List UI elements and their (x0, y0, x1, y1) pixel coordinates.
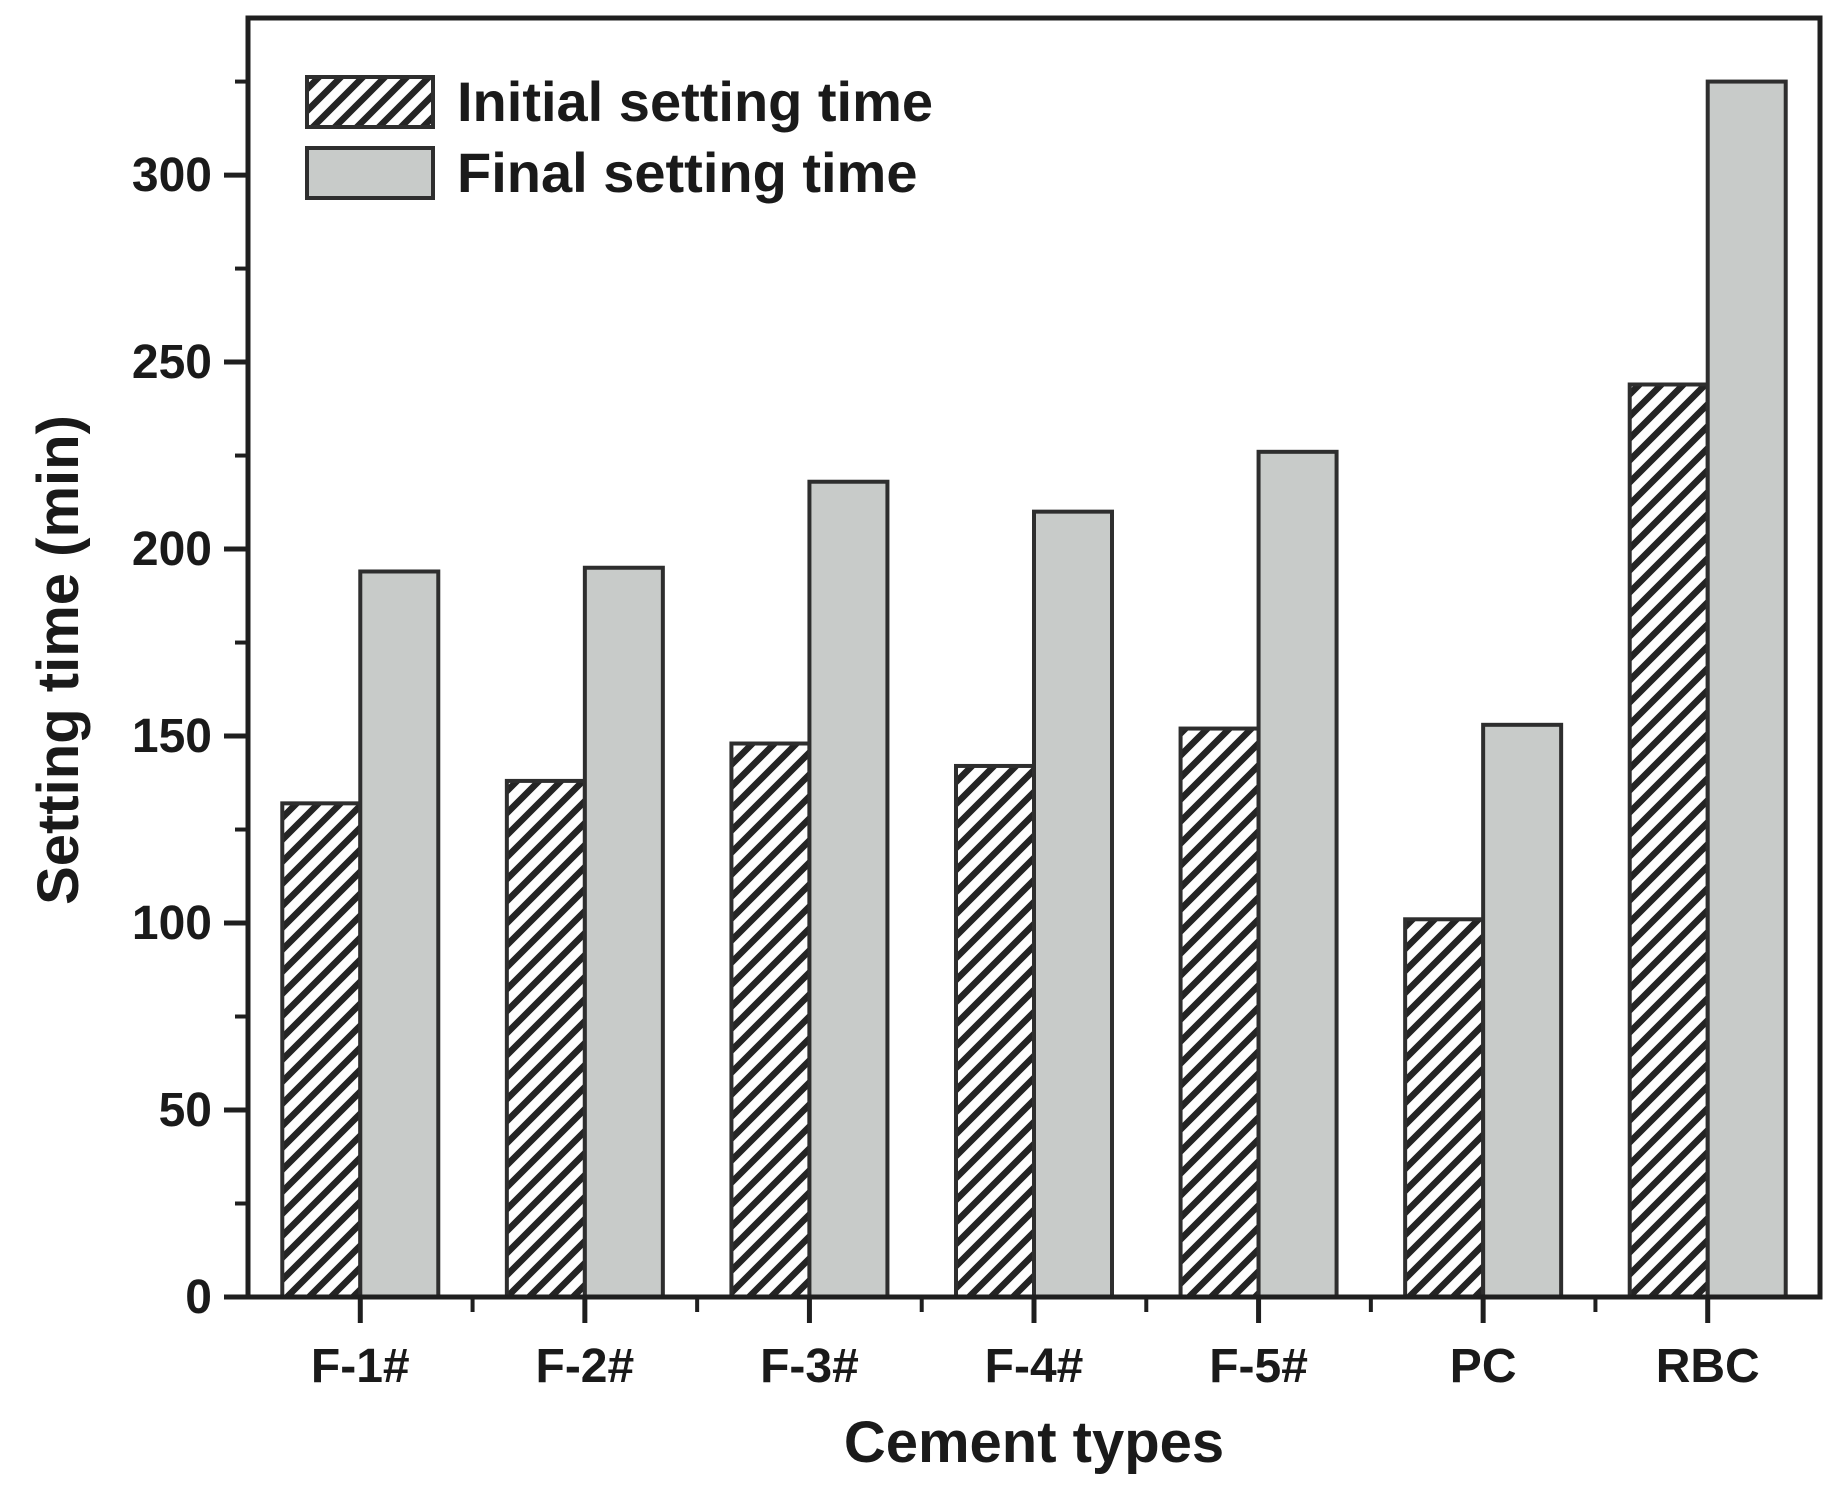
y-tick-label-200: 200 (132, 523, 212, 576)
bar-final-F-1# (358, 569, 441, 1299)
legend: Initial setting time Final setting time (305, 70, 933, 204)
bar-final-F-2# (582, 565, 665, 1299)
bar-final-F-4# (1032, 509, 1114, 1299)
x-tick-label-F-1#: F-1# (311, 1340, 410, 1393)
x-tick-label-F-5#: F-5# (1209, 1340, 1308, 1393)
y-tick-label-0: 0 (185, 1271, 212, 1324)
bar-initial-F-3# (729, 741, 812, 1299)
tick-labels-layer: 0 50 100 150 200 250 300 F-1# F-2# F-3# F-4# F-5# PC… (132, 149, 1760, 1393)
y-tick-label-150: 150 (132, 710, 212, 763)
bar-initial-RBC (1627, 382, 1710, 1299)
legend-swatch-final-gray (305, 146, 435, 200)
bar-initial-F-4# (954, 763, 1036, 1299)
bar-final-PC (1481, 722, 1564, 1299)
bar-initial-F-2# (504, 778, 587, 1299)
x-tick-label-F-2#: F-2# (536, 1340, 635, 1393)
plot-frame (245, 15, 1823, 1300)
legend-label-initial: Initial setting time (457, 70, 933, 133)
legend-label-final: Final setting time (457, 141, 918, 204)
x-tick-label-RBC: RBC (1656, 1340, 1760, 1393)
x-tick-label-PC: PC (1450, 1340, 1517, 1393)
bars-layer (280, 79, 1788, 1299)
bar-final-F-3# (807, 479, 890, 1299)
x-axis-title: Cement types (844, 1410, 1224, 1475)
x-tick-label-F-3#: F-3# (760, 1340, 859, 1393)
y-tick-label-300: 300 (132, 149, 212, 202)
bar-initial-F-1# (280, 801, 363, 1299)
y-tick-label-250: 250 (132, 336, 212, 389)
y-tick-label-50: 50 (159, 1084, 212, 1137)
legend-swatch-initial-hatched (305, 75, 435, 129)
bar-final-F-5# (1256, 449, 1339, 1299)
x-tick-label-F-4#: F-4# (985, 1340, 1084, 1393)
y-tick-label-100: 100 (132, 897, 212, 950)
bar-initial-F-5# (1178, 726, 1261, 1299)
y-axis-title: Setting time (min) (26, 415, 91, 905)
bar-initial-PC (1403, 917, 1486, 1299)
bar-final-RBC (1705, 79, 1788, 1299)
